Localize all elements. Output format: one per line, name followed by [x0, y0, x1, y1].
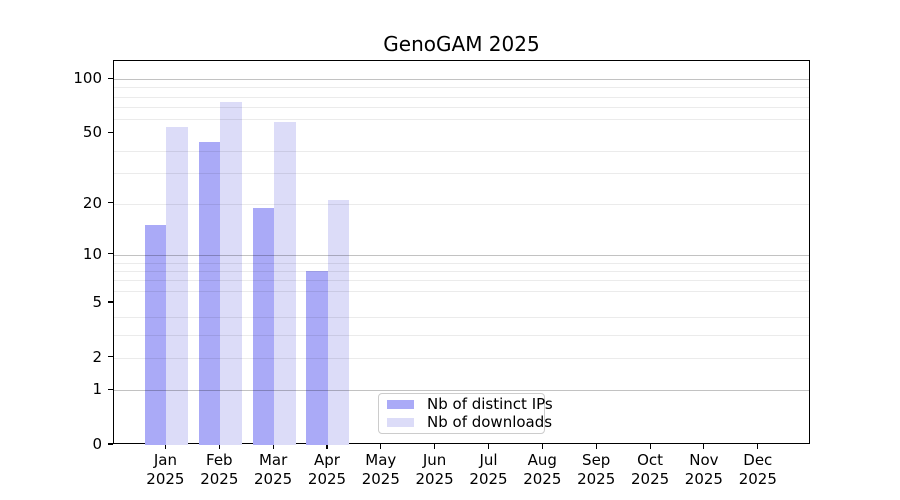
x-tick-year: 2025	[469, 470, 508, 488]
x-tick-mark-jun	[434, 444, 436, 449]
x-tick-label-oct: Oct 2025	[618, 451, 682, 489]
y-tick-mark-0	[108, 443, 113, 445]
x-tick-mark-apr	[326, 444, 328, 449]
gridline-minor-2	[114, 357, 809, 359]
gridline-minor-70	[114, 107, 809, 109]
y-tick-label-20: 20	[82, 193, 102, 212]
x-tick-label-dec: Dec 2025	[726, 451, 790, 489]
x-tick-label-jan: Jan 2025	[133, 451, 197, 489]
x-tick-mark-jan	[164, 444, 166, 449]
y-tick-mark-100	[108, 77, 113, 79]
plot-area	[113, 60, 810, 445]
legend-color-swatch-distinct-ips	[387, 400, 414, 410]
x-tick-year: 2025	[307, 470, 347, 488]
gridline-minor-20	[114, 203, 809, 205]
gridline-minor-60	[114, 119, 809, 121]
legend-label: Nb of downloads	[427, 412, 553, 431]
gridline-minor-8	[114, 270, 809, 272]
y-tick-mark-1	[108, 388, 113, 390]
x-tick-label-nov: Nov 2025	[672, 451, 736, 489]
gridline-minor-3	[114, 335, 809, 337]
y-tick-label-1: 1	[92, 380, 102, 399]
bar-downloads-apr	[327, 199, 350, 445]
x-tick-mark-jul	[487, 444, 490, 449]
x-tick-label-mar: Mar 2025	[241, 451, 305, 489]
gridline-minor-6	[114, 290, 809, 292]
gridline-major-1	[114, 390, 809, 392]
gridline-major-10	[114, 254, 809, 256]
x-tick-year: 2025	[146, 470, 185, 488]
x-tick-year: 2025	[415, 470, 454, 488]
x-tick-mark-feb	[218, 444, 220, 449]
x-tick-month: Mar	[258, 451, 288, 469]
x-tick-year: 2025	[361, 470, 400, 488]
x-tick-year: 2025	[254, 470, 293, 488]
y-tick-label-100: 100	[73, 69, 102, 88]
x-tick-month: Sep	[582, 451, 611, 469]
x-tick-year: 2025	[577, 470, 616, 488]
x-tick-year: 2025	[738, 470, 777, 488]
y-tick-label-10: 10	[82, 244, 102, 263]
x-tick-year: 2025	[200, 470, 239, 488]
x-tick-label-sep: Sep 2025	[564, 451, 628, 489]
x-tick-label-apr: Apr 2025	[295, 451, 359, 489]
bar-downloads-mar	[274, 121, 296, 445]
bar-distinct-ips-apr	[306, 270, 328, 445]
x-tick-year: 2025	[631, 470, 670, 488]
x-tick-mark-mar	[272, 444, 274, 449]
x-tick-month: Jan	[153, 451, 177, 469]
x-tick-month: May	[365, 451, 397, 469]
legend-label: Nb of distinct IPs	[427, 395, 553, 414]
x-tick-label-may: May 2025	[349, 451, 413, 489]
legend-color-swatch-downloads	[387, 417, 414, 427]
x-tick-label-jun: Jun 2025	[403, 451, 467, 489]
gridline-minor-30	[114, 172, 809, 174]
y-tick-mark-50	[108, 131, 113, 133]
bar-downloads-feb	[220, 101, 242, 445]
chart-title: GenoGAM 2025	[383, 32, 540, 56]
legend-item: Nb of distinct IPs	[387, 396, 553, 413]
gridline-minor-90	[114, 87, 809, 89]
x-tick-label-jul: Jul 2025	[457, 451, 521, 489]
x-tick-month: Oct	[637, 451, 664, 469]
bar-downloads-jan	[166, 127, 188, 445]
x-tick-mark-sep	[595, 444, 597, 449]
x-tick-mark-oct	[649, 444, 651, 449]
y-tick-label-5: 5	[92, 293, 102, 311]
gridline-minor-4	[114, 317, 809, 319]
x-tick-month: Apr	[314, 451, 340, 469]
y-tick-mark-2	[108, 356, 113, 358]
y-tick-mark-10	[108, 253, 113, 255]
gridline-minor-9	[114, 262, 809, 264]
bar-distinct-ips-feb	[198, 141, 221, 445]
x-tick-mark-may	[380, 444, 382, 449]
x-tick-month: Feb	[206, 451, 233, 469]
legend: Nb of distinct IPs Nb of downloads	[378, 393, 553, 434]
x-tick-year: 2025	[684, 470, 723, 488]
y-tick-label-50: 50	[82, 123, 102, 142]
bar-distinct-ips-mar	[252, 207, 275, 445]
bar-distinct-ips-jan	[144, 225, 167, 445]
x-tick-month: Nov	[689, 451, 719, 469]
x-tick-label-feb: Feb 2025	[187, 451, 251, 489]
legend-item: Nb of downloads	[387, 413, 552, 431]
x-tick-mark-nov	[703, 444, 705, 449]
y-tick-mark-5	[108, 301, 113, 303]
y-tick-label-0: 0	[92, 435, 102, 453]
gridline-major-100	[114, 79, 809, 81]
x-tick-month: Aug	[527, 451, 557, 469]
x-tick-month: Jul	[479, 451, 498, 469]
x-tick-label-aug: Aug 2025	[510, 451, 574, 489]
x-tick-year: 2025	[523, 470, 562, 488]
x-tick-month: Dec	[743, 451, 773, 469]
x-tick-month: Jun	[422, 451, 447, 469]
x-tick-mark-dec	[757, 444, 759, 449]
x-tick-mark-aug	[541, 444, 543, 449]
y-tick-label-2: 2	[92, 347, 102, 366]
gridline-minor-7	[114, 280, 809, 282]
gridline-minor-80	[114, 96, 809, 98]
y-tick-mark-20	[108, 202, 113, 204]
gridline-minor-40	[114, 150, 809, 152]
